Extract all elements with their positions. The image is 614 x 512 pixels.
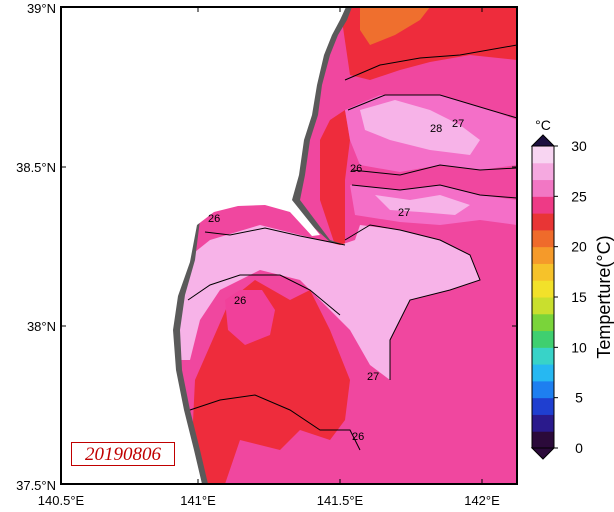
lon-tick-label: 140.5°E (38, 493, 85, 508)
colorbar-segment (532, 380, 554, 399)
lat-tick-label: 39°N (27, 1, 56, 16)
colorbar-segment (532, 196, 554, 214)
colorbar-segment (532, 414, 554, 432)
colorbar-segment (532, 397, 554, 415)
colorbar-max-arrow (530, 134, 556, 147)
colorbar-tick-label: 30 (571, 138, 587, 154)
colorbar-tick-label: 0 (575, 440, 583, 456)
colorbar-ticks: 0 5 10 15 20 25 30 (554, 138, 587, 456)
lat-tick-label: 38.5°N (16, 160, 56, 175)
colorbar-tick-label: 15 (571, 289, 587, 305)
colorbar-segment (532, 280, 554, 298)
sst-zone-26-west (225, 290, 275, 345)
colorbar-segment (532, 330, 554, 348)
map-frame (60, 6, 518, 485)
contour-label: 27 (398, 207, 410, 219)
colorbar-segment (532, 347, 554, 365)
sst-zone-28-mid (375, 195, 470, 215)
sst-zone-27-west (175, 225, 480, 380)
axis-ticks (61, 7, 517, 484)
lon-tick-label: 141°E (180, 493, 216, 508)
map-area: 26 26 27 28 26 27 26 27 39°N 38.5°N 38°N… (16, 1, 518, 508)
sst-zone-28-north (360, 100, 480, 155)
colorbar-segment (532, 179, 554, 197)
land-area (61, 7, 346, 484)
colorbar-segment (532, 297, 554, 315)
colorbar-segments (532, 146, 554, 449)
lon-tick-label: 141.5°E (317, 493, 364, 508)
colorbar-min-arrow (530, 447, 556, 460)
date-stamp: 20190806 (71, 442, 175, 466)
colorbar-segment (532, 431, 554, 449)
lon-tick-label: 142°E (464, 493, 500, 508)
contour-label: 28 (430, 123, 442, 135)
sst-zone-warm-north (360, 7, 430, 45)
contour-label: 26 (350, 163, 362, 175)
colorbar-tick-label: 5 (575, 390, 583, 406)
colorbar-tick-label: 10 (571, 339, 587, 355)
colorbar-title: Temperture(°C) (594, 235, 614, 358)
contour-label: 26 (208, 213, 220, 225)
colorbar-segment (532, 364, 554, 382)
contour-lines (187, 44, 518, 451)
colorbar-segment (532, 162, 554, 181)
contour-label: 26 (352, 431, 364, 443)
colorbar-unit: °C (535, 117, 551, 133)
contour-label: 26 (234, 295, 246, 307)
colorbar-tick-label: 20 (571, 239, 587, 255)
colorbar-segment (532, 246, 554, 264)
contour-label: 27 (367, 371, 379, 383)
colorbar-segment (532, 146, 554, 164)
colorbar-segment (532, 313, 554, 332)
colorbar-segment (532, 213, 554, 231)
lat-tick-label: 38°N (27, 319, 56, 334)
colorbar-segment (532, 263, 554, 281)
colorbar-segment (532, 229, 554, 248)
lat-tick-label: 37.5°N (16, 478, 56, 493)
colorbar: °C 0 5 10 15 20 25 30 Temperture(°C) (530, 117, 614, 460)
contour-label: 27 (452, 118, 464, 130)
sst-zone-25-coast (320, 110, 350, 245)
colorbar-tick-label: 25 (571, 188, 587, 204)
